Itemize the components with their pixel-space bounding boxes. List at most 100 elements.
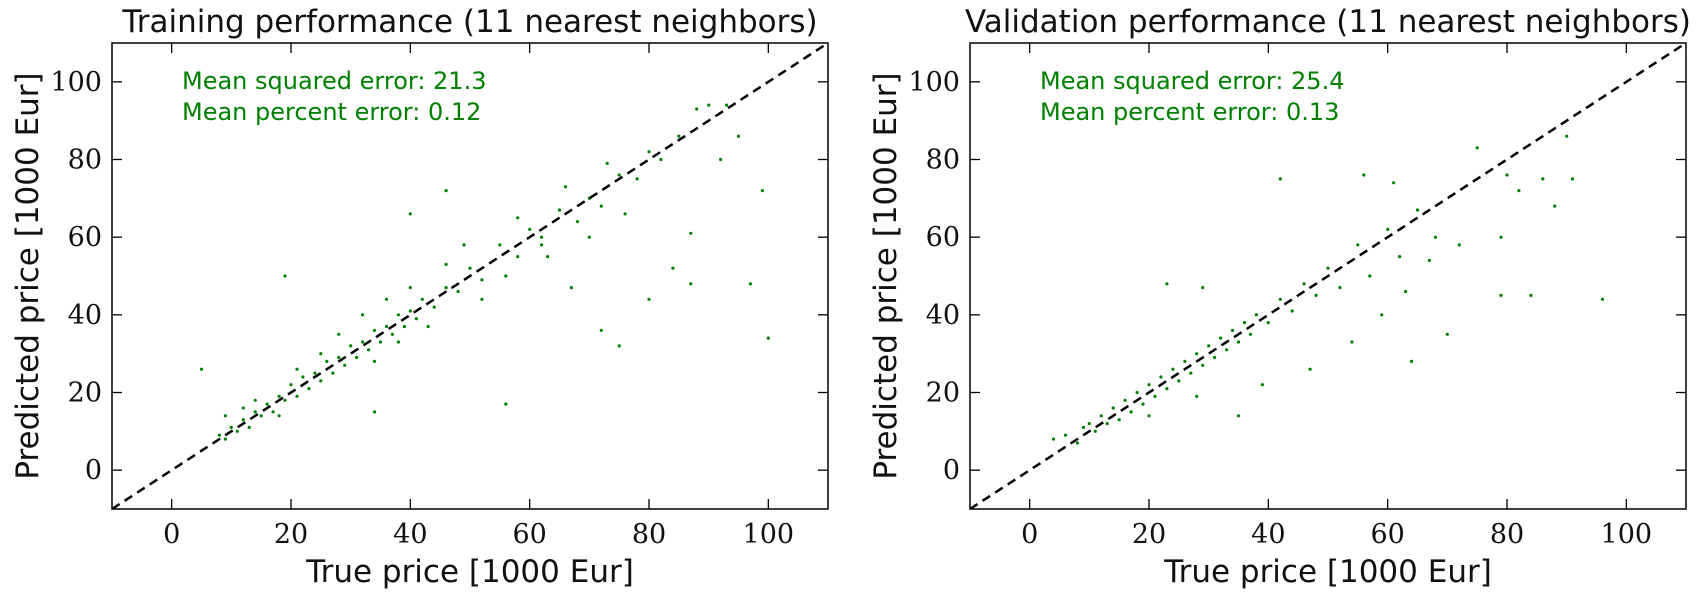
x-tick-label: 0: [163, 519, 180, 550]
y-tick-label: 80: [68, 145, 102, 176]
data-point: [1600, 297, 1605, 301]
mse-annotation: Mean squared error: 21.3: [182, 67, 486, 95]
data-point: [361, 340, 365, 344]
y-tick-label: 0: [85, 455, 102, 486]
data-point: [1147, 414, 1151, 418]
data-point: [1242, 321, 1247, 325]
data-point: [1201, 363, 1205, 367]
data-point: [1308, 367, 1312, 371]
mpe-annotation: Mean percent error: 0.13: [1040, 98, 1339, 126]
data-point: [426, 324, 430, 329]
data-point: [1499, 293, 1503, 297]
data-point: [1219, 336, 1223, 340]
data-point: [504, 402, 508, 406]
data-point: [396, 340, 400, 344]
data-point: [563, 185, 568, 189]
data-point: [1457, 243, 1461, 247]
data-point: [707, 103, 711, 107]
plot-frame: [111, 42, 829, 510]
data-point: [289, 383, 293, 387]
data-point: [319, 379, 323, 383]
data-point: [1141, 402, 1145, 406]
data-point: [725, 103, 729, 107]
data-point: [259, 414, 263, 418]
data-point: [229, 425, 233, 429]
data-point: [569, 286, 574, 290]
data-point: [1380, 313, 1384, 317]
data-point: [1171, 367, 1175, 371]
chart-title: Training performance (11 nearest neighbo…: [121, 4, 817, 40]
data-point: [647, 150, 651, 154]
data-point: [1087, 422, 1091, 426]
data-point: [736, 134, 741, 138]
data-point: [408, 286, 412, 290]
data-point: [1123, 398, 1127, 402]
data-point: [587, 235, 591, 239]
data-point: [1153, 394, 1157, 398]
chart-title: Validation performance (11 nearest neigh…: [965, 4, 1691, 40]
chart-panel-1: 0 20 40 60 80 100 0 20 40 60 80 100 Training perform…: [10, 4, 829, 590]
data-point: [1505, 173, 1509, 177]
data-point: [372, 410, 377, 414]
data-point: [199, 367, 204, 371]
data-point: [617, 173, 621, 177]
data-point: [1248, 332, 1252, 336]
y-tick-label: 40: [68, 300, 102, 331]
data-point: [390, 332, 394, 336]
scatter-points: [1051, 134, 1605, 445]
data-point: [295, 367, 299, 371]
data-point: [1368, 274, 1372, 278]
data-point: [1386, 227, 1390, 231]
data-point: [462, 243, 466, 247]
x-tick-label: 100: [743, 519, 795, 550]
x-tick-label: 80: [1490, 519, 1524, 550]
data-point: [647, 297, 651, 301]
data-point: [557, 208, 562, 212]
identity-reference-line: [111, 41, 829, 511]
data-point: [1499, 235, 1503, 239]
data-point: [689, 282, 693, 286]
data-point: [1529, 293, 1533, 297]
data-point: [367, 348, 371, 352]
data-point: [307, 387, 311, 391]
data-point: [1147, 383, 1151, 387]
data-point: [1571, 177, 1575, 181]
y-tick-label: 0: [943, 455, 960, 486]
x-axis-label: True price [1000 Eur]: [1163, 554, 1492, 590]
data-point: [1195, 352, 1199, 356]
mpe-annotation: Mean percent error: 0.12: [182, 98, 481, 126]
data-point: [349, 344, 353, 348]
data-point: [516, 216, 520, 220]
data-point: [295, 394, 299, 398]
data-point: [480, 278, 484, 282]
y-axis-label: Predicted price [1000 Eur]: [868, 72, 904, 479]
data-point: [1093, 429, 1097, 433]
scatter-points: [199, 103, 770, 441]
data-point: [1278, 297, 1282, 301]
data-point: [546, 255, 550, 259]
data-point: [432, 305, 436, 309]
data-point: [372, 328, 377, 332]
data-point: [1159, 375, 1163, 379]
y-tick-label: 40: [926, 300, 960, 331]
data-point: [283, 274, 287, 278]
data-point: [355, 355, 359, 360]
data-point: [1553, 204, 1557, 208]
data-point: [1266, 321, 1270, 325]
data-point: [599, 204, 603, 208]
data-point: [1409, 359, 1414, 363]
y-axis-label: Predicted price [1000 Eur]: [10, 72, 46, 479]
x-tick-label: 60: [512, 519, 546, 550]
data-point: [372, 359, 377, 363]
data-point: [1135, 390, 1139, 395]
data-point: [301, 375, 305, 379]
data-point: [1230, 328, 1235, 332]
data-point: [1075, 441, 1079, 445]
data-point: [540, 235, 544, 239]
data-point: [1398, 255, 1402, 259]
identity-reference-line: [969, 41, 1687, 511]
data-point: [444, 286, 448, 290]
data-point: [1189, 371, 1193, 375]
data-point: [283, 398, 287, 402]
y-tick-label: 100: [50, 67, 102, 98]
